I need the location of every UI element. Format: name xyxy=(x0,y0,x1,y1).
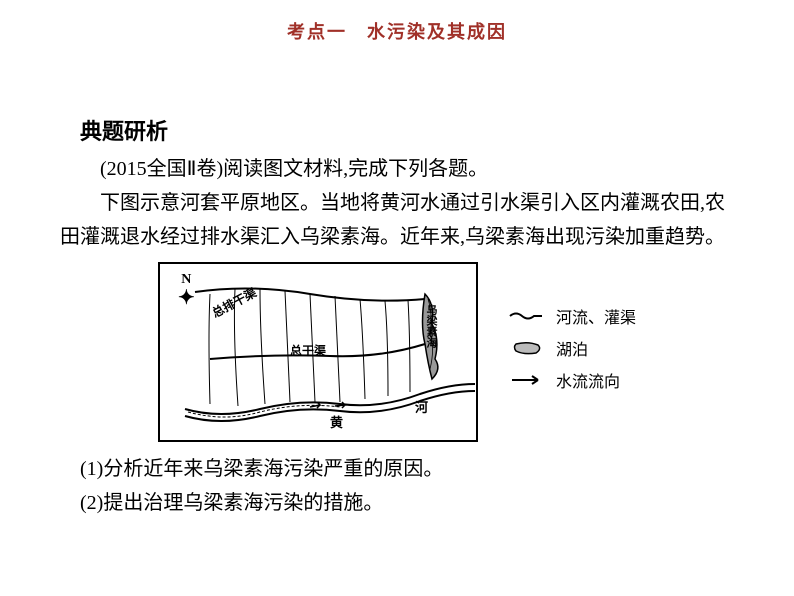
questions-block: (1)分析近年来乌梁素海污染严重的原因。 (2)提出治理乌梁素海污染的措施。 xyxy=(80,452,734,520)
question-2: (2)提出治理乌梁素海污染的措施。 xyxy=(80,486,734,520)
legend-label: 河流、灌渠 xyxy=(556,304,636,328)
intro-text: (2015全国Ⅱ卷)阅读图文材料,完成下列各题。 xyxy=(60,152,734,186)
legend-item-river: 河流、灌渠 xyxy=(508,304,636,328)
paragraph-text: 下图示意河套平原地区。当地将黄河水通过引水渠引入区内灌溉农田,农田灌溉退水经过排… xyxy=(60,186,734,254)
label-huang: 黄 xyxy=(330,412,343,431)
map-diagram: N ✦ xyxy=(158,262,478,442)
section-heading: 典题研析 xyxy=(80,114,734,146)
page-title: 考点一 水污染及其成因 xyxy=(0,0,794,44)
wavy-line-icon xyxy=(508,307,548,325)
question-1: (1)分析近年来乌梁素海污染严重的原因。 xyxy=(80,452,734,486)
legend-item-flow: 水流流向 xyxy=(508,368,636,392)
lake-shape-icon xyxy=(508,339,548,357)
legend-label: 水流流向 xyxy=(556,368,620,392)
legend-label: 湖泊 xyxy=(556,336,588,360)
content-area: 典题研析 (2015全国Ⅱ卷)阅读图文材料,完成下列各题。 下图示意河套平原地区… xyxy=(0,44,794,520)
map-wrapper: N ✦ xyxy=(60,262,734,442)
label-zongganqu: 总干渠 xyxy=(290,342,326,359)
arrow-icon xyxy=(508,371,548,389)
label-wuliangsuhai: 乌梁素海 xyxy=(423,304,439,348)
map-legend: 河流、灌渠 湖泊 水流流向 xyxy=(508,304,636,400)
title-text: 考点一 水污染及其成因 xyxy=(287,22,507,42)
legend-item-lake: 湖泊 xyxy=(508,336,636,360)
label-he: 河 xyxy=(415,397,428,416)
